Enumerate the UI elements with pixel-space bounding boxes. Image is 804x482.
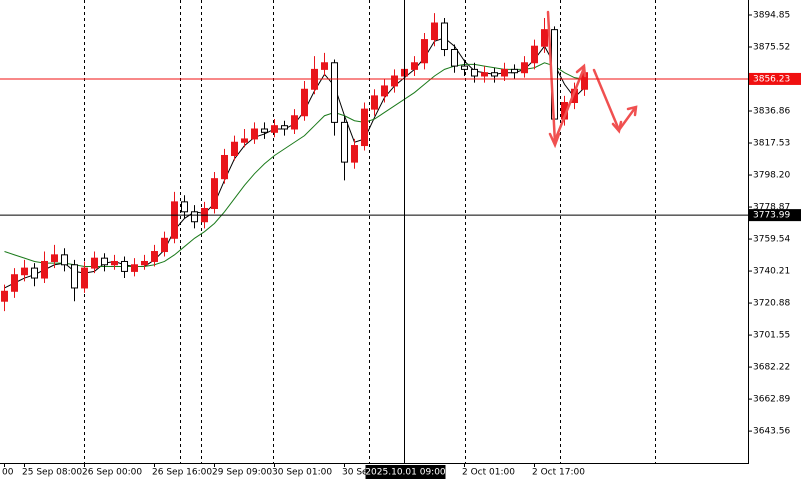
crosshair-time: 2025.10.01 09:00 [365, 468, 446, 478]
candle-body [471, 68, 478, 77]
candle-body [111, 260, 118, 266]
candle-body [301, 88, 308, 117]
bid-label: 3856.23 [753, 74, 790, 84]
candle-body [481, 72, 488, 77]
candle-body [501, 68, 508, 77]
x-tick-label: 25 Sep 08:00 [22, 468, 82, 478]
candle-body [261, 128, 268, 133]
candle-body [411, 62, 418, 70]
candle-body [541, 29, 548, 47]
candle-body [381, 85, 388, 97]
candle-body [241, 138, 248, 143]
x-tick-label: 26 Sep 16:00 [152, 468, 212, 478]
candle-body [151, 251, 158, 262]
y-tick-label: 3759.54 [753, 235, 790, 245]
bid-label-box [749, 72, 801, 85]
candle-body [191, 211, 198, 223]
x-tick-label: 2 Oct 01:00 [462, 468, 515, 478]
y-tick-label: 3662.89 [753, 395, 790, 405]
x-tick-label: 30 Sep 01:00 [272, 468, 332, 478]
candle-body [171, 201, 178, 239]
candle-body [51, 254, 58, 262]
y-tick-label: 3798.20 [753, 171, 790, 181]
candle-body [421, 39, 428, 64]
crosshair-price: 3773.99 [753, 211, 790, 221]
y-tick-label: 3894.85 [753, 10, 790, 20]
candle-body [511, 68, 518, 74]
crosshair-price-box [749, 209, 801, 222]
y-tick-label: 3701.55 [753, 331, 790, 341]
y-tick-label: 3836.86 [753, 107, 790, 117]
candle-body [101, 257, 108, 266]
candle-body [391, 75, 398, 87]
candle-body [71, 264, 78, 289]
y-tick-label: 3778.87 [753, 203, 790, 213]
candle-body [271, 125, 278, 133]
candle-body [121, 260, 128, 272]
candle-body [281, 125, 288, 130]
candle-body [441, 22, 448, 51]
x-tick-label: 2 Oct 17:00 [532, 468, 585, 478]
y-tick-label: 3643.56 [753, 427, 790, 437]
candle-body [521, 62, 528, 74]
period-separators [84, 0, 656, 463]
candle-body [461, 65, 468, 70]
candle-body [431, 22, 438, 41]
candle-body [181, 201, 188, 213]
candle-body [531, 45, 538, 64]
candle-body [91, 257, 98, 269]
y-tick-label: 3817.53 [753, 139, 790, 149]
x-tick-label: 26 Sep 00:00 [82, 468, 142, 478]
candle-body [61, 254, 68, 266]
y-tick-label: 3875.52 [753, 42, 790, 52]
candle-body [81, 267, 88, 289]
candle-body [141, 260, 148, 266]
x-tick-label: 29 Sep 09:00 [212, 468, 272, 478]
drawn-arrows [546, 10, 638, 149]
candle-body [21, 267, 28, 276]
candle-body [251, 128, 258, 140]
crosshair-time-box [365, 465, 446, 479]
candle-body [291, 115, 298, 130]
moving-average [4, 62, 585, 267]
candle-body [371, 95, 378, 110]
candle-body [231, 141, 238, 156]
candle-body [351, 145, 358, 163]
y-tick-label: 3720.88 [753, 299, 790, 309]
candle-body [451, 49, 458, 67]
candle-body [131, 264, 138, 272]
candle-body [11, 274, 18, 292]
candle-body [161, 237, 168, 253]
candle-body [321, 62, 328, 70]
y-tick-label: 3740.21 [753, 267, 790, 277]
candle-body [41, 260, 48, 279]
candle-body [341, 121, 348, 163]
candle-body [221, 154, 228, 180]
candle-body [491, 72, 498, 77]
candle-body [211, 178, 218, 209]
y-tick-label: 3682.22 [753, 363, 790, 373]
candle-body [331, 62, 338, 123]
x-tick-label: 30 Sep [342, 468, 374, 478]
candle-body [31, 267, 38, 279]
x-tick-label: 00 [2, 468, 14, 478]
candle-body [361, 108, 368, 147]
candle-body [1, 290, 8, 302]
